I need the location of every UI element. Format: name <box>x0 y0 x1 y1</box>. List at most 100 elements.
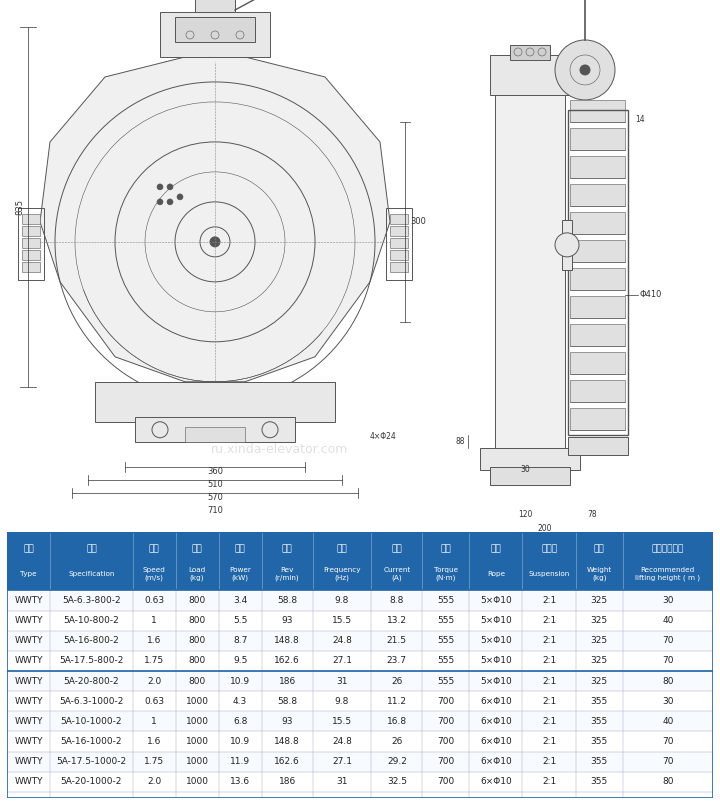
Bar <box>7 611 713 631</box>
Bar <box>510 45 550 60</box>
Text: 24.8: 24.8 <box>332 737 352 746</box>
Text: 5A-20-1000-2: 5A-20-1000-2 <box>60 777 122 787</box>
Text: WWTY: WWTY <box>14 676 43 686</box>
Text: 2:1: 2:1 <box>542 757 557 767</box>
Text: 325: 325 <box>590 596 608 605</box>
Text: 148.8: 148.8 <box>274 737 300 746</box>
Text: 2:1: 2:1 <box>542 777 557 787</box>
Text: Load
(kg): Load (kg) <box>189 567 206 581</box>
Text: 70: 70 <box>662 737 673 746</box>
Circle shape <box>157 199 163 205</box>
Text: 29.2: 29.2 <box>387 757 407 767</box>
Bar <box>7 692 713 712</box>
Text: 2:1: 2:1 <box>542 636 557 646</box>
Text: 710: 710 <box>207 505 223 515</box>
Bar <box>568 437 628 455</box>
Text: 4×Φ24: 4×Φ24 <box>370 432 397 441</box>
Text: ru.xinda-elevator.com: ru.xinda-elevator.com <box>211 443 348 456</box>
Bar <box>570 296 625 318</box>
Text: 5A-20-800-2: 5A-20-800-2 <box>63 676 120 686</box>
Circle shape <box>555 40 615 100</box>
Text: 8.8: 8.8 <box>390 596 404 605</box>
Text: Frequency
(Hz): Frequency (Hz) <box>323 567 361 581</box>
Text: 6×Φ10: 6×Φ10 <box>480 737 512 746</box>
Text: 40: 40 <box>662 617 673 625</box>
Text: 转矩: 转矩 <box>441 544 451 553</box>
Text: 5A-16-1000-2: 5A-16-1000-2 <box>60 737 122 746</box>
Text: 功率: 功率 <box>235 544 246 553</box>
Text: 9.5: 9.5 <box>233 656 248 666</box>
Text: 800: 800 <box>189 676 206 686</box>
Text: 1.6: 1.6 <box>147 636 161 646</box>
Text: 1000: 1000 <box>186 696 209 706</box>
Text: 11.2: 11.2 <box>387 696 407 706</box>
Text: Suspension: Suspension <box>528 571 570 577</box>
Text: 80: 80 <box>662 777 673 787</box>
Bar <box>570 324 625 346</box>
Text: 6×Φ10: 6×Φ10 <box>480 777 512 787</box>
Text: 355: 355 <box>590 757 608 767</box>
Text: 9.8: 9.8 <box>335 696 349 706</box>
Bar <box>570 380 625 401</box>
Text: 700: 700 <box>437 717 454 726</box>
Bar <box>390 238 408 248</box>
Text: 30: 30 <box>662 696 673 706</box>
Text: Φ410: Φ410 <box>640 290 662 299</box>
Text: 30: 30 <box>662 596 673 605</box>
Text: 555: 555 <box>437 676 454 686</box>
Text: 23.7: 23.7 <box>387 656 407 666</box>
Text: 型号: 型号 <box>23 544 34 553</box>
Text: 15.5: 15.5 <box>332 717 352 726</box>
Text: 555: 555 <box>437 636 454 646</box>
Text: 13.6: 13.6 <box>230 777 251 787</box>
Text: 0.63: 0.63 <box>144 596 164 605</box>
Text: Speed
(m/s): Speed (m/s) <box>143 567 166 581</box>
Text: 70: 70 <box>662 757 673 767</box>
Text: 70: 70 <box>662 656 673 666</box>
Bar <box>390 262 408 272</box>
Text: WWTY: WWTY <box>14 596 43 605</box>
Text: 835: 835 <box>16 199 24 215</box>
Text: 5A-6.3-800-2: 5A-6.3-800-2 <box>62 596 121 605</box>
Text: 载重: 载重 <box>192 544 202 553</box>
Text: 24.8: 24.8 <box>332 636 352 646</box>
Text: 186: 186 <box>279 676 296 686</box>
Bar <box>22 214 40 224</box>
Bar <box>390 250 408 260</box>
Text: 转速: 转速 <box>282 544 292 553</box>
Text: WWTY: WWTY <box>14 737 43 746</box>
Text: WWTY: WWTY <box>14 656 43 666</box>
Text: 2:1: 2:1 <box>542 656 557 666</box>
Bar <box>570 212 625 234</box>
Text: 21.5: 21.5 <box>387 636 407 646</box>
Text: 10.9: 10.9 <box>230 737 251 746</box>
Bar <box>570 351 625 374</box>
Text: 700: 700 <box>437 777 454 787</box>
Text: 频率: 频率 <box>337 544 347 553</box>
Bar <box>7 671 713 692</box>
Text: 80: 80 <box>662 676 673 686</box>
Text: 10.9: 10.9 <box>230 676 251 686</box>
Text: 27.1: 27.1 <box>332 656 352 666</box>
Bar <box>95 382 335 422</box>
Text: 325: 325 <box>590 656 608 666</box>
Text: 6×Φ10: 6×Φ10 <box>480 717 512 726</box>
Text: WWTY: WWTY <box>14 696 43 706</box>
Bar <box>7 651 713 671</box>
Text: 5A-6.3-1000-2: 5A-6.3-1000-2 <box>59 696 124 706</box>
Text: 296: 296 <box>546 538 562 546</box>
Text: 1000: 1000 <box>186 777 209 787</box>
Bar <box>570 408 625 430</box>
Bar <box>7 712 713 732</box>
Text: 0.63: 0.63 <box>144 696 164 706</box>
Text: 推荐提升高度: 推荐提升高度 <box>652 544 684 553</box>
Text: 8.7: 8.7 <box>233 636 248 646</box>
Text: 88: 88 <box>456 437 465 447</box>
Text: 325: 325 <box>590 636 608 646</box>
Text: 16.8: 16.8 <box>387 717 407 726</box>
Text: 40: 40 <box>662 717 673 726</box>
Bar <box>568 110 628 434</box>
Text: WWTY: WWTY <box>14 636 43 646</box>
Text: 2:1: 2:1 <box>542 696 557 706</box>
Text: 78: 78 <box>588 509 597 519</box>
